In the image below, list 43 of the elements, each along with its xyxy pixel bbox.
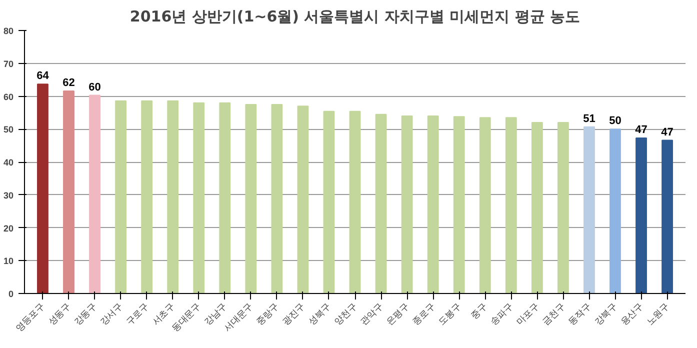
y-tick-label: 40 — [3, 158, 14, 168]
bar — [297, 106, 309, 294]
bar — [610, 128, 621, 294]
bar — [193, 102, 205, 294]
bar — [662, 140, 673, 294]
y-tick-label: 50 — [3, 124, 14, 135]
data-label: 64 — [36, 70, 50, 82]
bar — [219, 102, 231, 294]
bar — [323, 110, 335, 294]
bar — [89, 94, 100, 294]
data-label: 62 — [62, 77, 75, 90]
data-label: 47 — [661, 126, 674, 138]
data-label: 50 — [609, 115, 622, 128]
y-tick-label: 80 — [3, 26, 14, 36]
y-tick-label: 60 — [3, 92, 14, 102]
bar — [453, 116, 465, 294]
bar — [375, 114, 387, 294]
bar — [63, 90, 74, 294]
data-label: 51 — [583, 112, 596, 125]
bar — [167, 100, 179, 294]
bar — [427, 115, 439, 294]
bar — [115, 100, 126, 294]
bar — [557, 122, 569, 294]
y-tick-label: 20 — [3, 223, 14, 234]
chart-title: 2016년 상반기(1~6월) 서울특별시 자치구별 미세먼지 평균 농도 — [130, 8, 580, 26]
bar — [584, 126, 595, 294]
y-tick-label: 10 — [3, 256, 14, 266]
data-label: 47 — [635, 124, 648, 136]
bar — [349, 110, 361, 294]
bar — [401, 115, 413, 294]
y-tick-label: 70 — [3, 58, 14, 69]
bar — [37, 84, 48, 294]
y-tick-label: 30 — [3, 190, 14, 200]
bar — [479, 117, 491, 294]
bar — [505, 117, 517, 294]
data-label: 60 — [88, 81, 101, 94]
bar — [636, 138, 647, 294]
bar — [245, 104, 257, 294]
bar — [141, 100, 153, 294]
bar — [271, 104, 283, 294]
y-tick-label: 0 — [8, 289, 14, 299]
bar — [531, 122, 543, 294]
x-tick-label: 중구 — [468, 300, 489, 321]
